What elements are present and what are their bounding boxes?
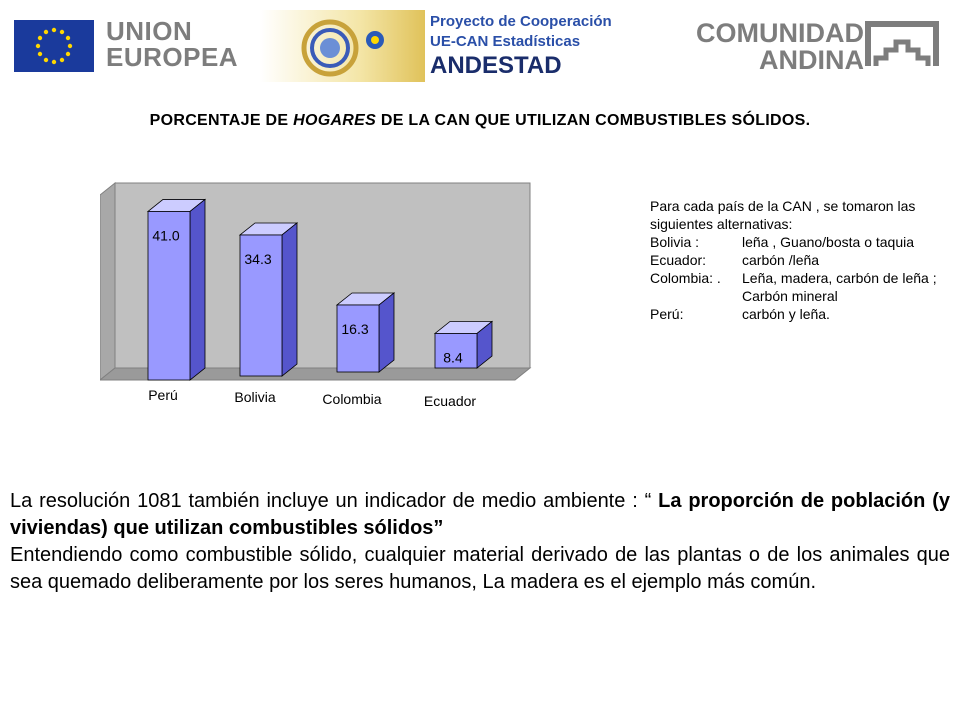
note-key: Perú: xyxy=(650,306,684,322)
note-key: Ecuador: xyxy=(650,252,707,268)
bar-chart: 41.0 Perú 34.3 Bolivia 16.3 Colombia 8.4 Ecuado… xyxy=(100,181,532,409)
note-row-colombia: Colombia: . Leña, madera, carbón de leña… xyxy=(650,269,950,305)
eu-flag-logo xyxy=(14,20,94,72)
can-stepped-logo xyxy=(865,21,939,66)
andestad-logo xyxy=(260,10,425,82)
data-label: 8.4 xyxy=(443,349,463,365)
data-label: 16.3 xyxy=(341,321,368,337)
body-plain: La resolución 1081 también incluye un in… xyxy=(10,490,659,512)
eu-logo-text: UNION EUROPEA xyxy=(106,18,238,70)
data-label: 34.3 xyxy=(244,251,271,267)
proj-line3: ANDESTAD xyxy=(430,52,562,79)
category-label: Ecuador xyxy=(424,393,476,409)
bar xyxy=(336,304,380,373)
note-key: Colombia: . xyxy=(650,270,721,286)
body-line-1: La resolución 1081 también incluye un in… xyxy=(10,488,950,542)
body-line-2: Entendiendo como combustible sólido, cua… xyxy=(10,544,950,593)
bar-side-face xyxy=(378,292,395,373)
body-bold: La proporción de población (y viviendas)… xyxy=(10,490,950,539)
project-logo-text: Proyecto de Cooperación UE-CAN Estadísti… xyxy=(430,12,612,80)
title-part-3: DE LA CAN QUE UTILIZAN COMBUSTIBLES SÓLI… xyxy=(376,112,811,129)
chart-floor xyxy=(100,367,532,381)
chart-side-wall xyxy=(100,181,116,381)
note-value: carbón /leña xyxy=(742,252,820,268)
note-row-ecuador: Ecuador: carbón /leña xyxy=(650,251,950,269)
note-row-peru: Perú: carbón y leña. xyxy=(650,305,950,323)
title-part-2: HOGARES xyxy=(293,112,377,129)
bar-side-face xyxy=(281,222,298,377)
note-value: Leña, madera, carbón de leña ; Carbón mi… xyxy=(742,270,937,304)
bar xyxy=(147,211,191,381)
bar xyxy=(434,333,478,369)
title-part-1: PORCENTAJE DE xyxy=(149,112,294,129)
eu-line1: UNION xyxy=(106,16,193,46)
header-banner: UNION EUROPEA Proyecto de Cooperación UE… xyxy=(0,0,960,95)
bar-side-face xyxy=(189,198,206,381)
category-label: Perú xyxy=(148,387,178,403)
can-line2: ANDINA xyxy=(759,45,864,75)
note-row-bolivia: Bolivia : leña , Guano/bosta o taquia xyxy=(650,233,950,251)
chart-title: PORCENTAJE DE HOGARES DE LA CAN QUE UTIL… xyxy=(100,110,860,132)
note-intro: Para cada país de la CAN , se tomaron la… xyxy=(650,198,916,232)
note-value: leña , Guano/bosta o taquia xyxy=(742,234,915,250)
can-logo-text: COMUNIDAD ANDINA xyxy=(664,20,864,74)
eu-line2: EUROPEA xyxy=(106,42,239,72)
proj-line2: UE-CAN Estadísticas xyxy=(430,33,581,50)
bar xyxy=(239,234,283,377)
alternatives-note: Para cada país de la CAN , se tomaron la… xyxy=(650,197,950,323)
body-paragraph: La resolución 1081 también incluye un in… xyxy=(10,488,950,596)
note-value: carbón y leña. xyxy=(742,306,830,322)
category-label: Bolivia xyxy=(234,389,275,405)
note-key: Bolivia : xyxy=(650,234,700,250)
can-line1: COMUNIDAD xyxy=(696,18,864,48)
category-label: Colombia xyxy=(322,391,381,407)
proj-line1: Proyecto de Cooperación xyxy=(430,13,612,30)
data-label: 41.0 xyxy=(152,227,179,243)
